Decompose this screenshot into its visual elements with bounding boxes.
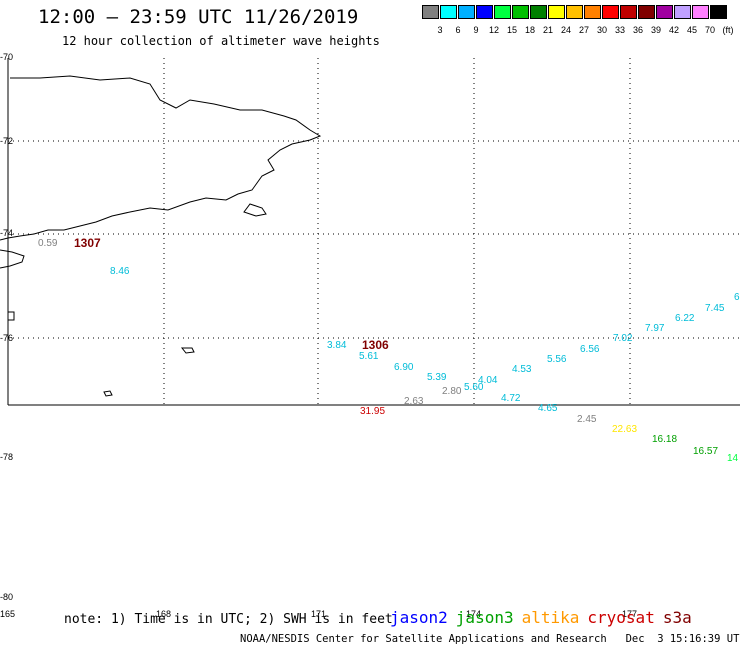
- wave-height-value: 7.97: [645, 323, 665, 334]
- credit-line: NOAA/NESDIS Center for Satellite Applica…: [240, 633, 740, 645]
- wave-height-value: 2.63: [404, 396, 424, 407]
- satellite-altika: altika: [521, 608, 580, 627]
- footer-note: note: 1) Time is in UTC; 2) SWH is in fe…: [64, 612, 393, 627]
- wave-height-value: 4.53: [512, 364, 532, 375]
- wave-height-value: 14: [727, 453, 739, 464]
- scale-swatch: [656, 5, 673, 19]
- wave-height-value: 5.61: [359, 351, 379, 362]
- scale-swatch: [602, 5, 619, 19]
- scale-label: 30: [596, 25, 607, 35]
- scale-label: 18: [524, 25, 535, 35]
- pass-label-1307: 1307: [74, 236, 101, 250]
- scale-swatch: [566, 5, 583, 19]
- wave-height-value: 31.95: [360, 406, 385, 417]
- scale-swatch: [638, 5, 655, 19]
- wave-height-value: 7.45: [705, 303, 725, 314]
- lat-label: -80: [0, 592, 14, 602]
- coastline-mainland: [0, 75, 322, 241]
- satellite-legend: jason2 jason3 altika cryosat s3a: [390, 608, 700, 627]
- scale-label: 42: [668, 25, 679, 35]
- wave-height-value: 6.22: [675, 313, 695, 324]
- wave-height-value: 5.56: [547, 354, 567, 365]
- wave-height-value: 16.57: [693, 446, 718, 457]
- scale-label: 70: [704, 25, 715, 35]
- scale-swatch: [512, 5, 529, 19]
- wave-height-value: 4.65: [538, 403, 558, 414]
- pass-label-1306: 1306: [362, 338, 389, 352]
- lon-label: 168: [156, 609, 172, 619]
- lat-label: -70: [0, 52, 14, 62]
- wave-height-value: 6: [734, 292, 740, 303]
- scale-swatch: [422, 5, 439, 19]
- scale-swatch: [476, 5, 493, 19]
- scale-swatch: [710, 5, 727, 19]
- wave-height-value: 3.84: [327, 340, 347, 351]
- wave-height-value: 6.56: [580, 344, 600, 355]
- lat-label: -76: [0, 333, 14, 343]
- island-small-3: [8, 311, 15, 321]
- scale-swatch: [674, 5, 691, 19]
- lat-label: -78: [0, 452, 14, 462]
- wave-height-value: 0.59: [38, 238, 58, 249]
- wave-height-value: 4.72: [501, 393, 521, 404]
- scale-swatch: [692, 5, 709, 19]
- lon-label: 171: [311, 609, 327, 619]
- wave-height-value: 2.45: [577, 414, 597, 425]
- scale-unit: (ft): [722, 25, 734, 35]
- lon-label: 165: [0, 609, 16, 619]
- wave-height-value: 22.63: [612, 424, 637, 435]
- lon-label: 174: [466, 609, 482, 619]
- satellite-jason2: jason2: [390, 608, 448, 627]
- map-subtitle: 12 hour collection of altimeter wave hei…: [62, 34, 380, 48]
- satellite-cryosat: cryosat: [587, 608, 655, 627]
- lat-label: -74: [0, 228, 14, 238]
- scale-label: 45: [686, 25, 697, 35]
- scale-swatch: [440, 5, 457, 19]
- lon-label: 177: [622, 609, 638, 619]
- island-small-1: [180, 347, 195, 354]
- scale-label: 9: [473, 25, 479, 35]
- scale-label: 15: [506, 25, 517, 35]
- wave-height-value: 5.60: [464, 382, 484, 393]
- graticule: [8, 58, 740, 405]
- wave-height-value: 6.90: [394, 362, 414, 373]
- scale-swatch: [548, 5, 565, 19]
- coastline-inlet: [243, 203, 267, 217]
- scale-swatch: [530, 5, 547, 19]
- wave-height-value: 2.80: [442, 386, 462, 397]
- coastline-west: [0, 249, 25, 269]
- scale-label: 6: [455, 25, 461, 35]
- scale-swatch: [494, 5, 511, 19]
- scale-swatch: [620, 5, 637, 19]
- wave-height-value: 4.04: [478, 375, 498, 386]
- scale-label: 33: [614, 25, 625, 35]
- wave-height-value: 5.39: [427, 372, 447, 383]
- scale-swatch: [584, 5, 601, 19]
- lat-label: -72: [0, 136, 14, 146]
- island-small-2: [103, 390, 113, 397]
- scale-swatch: [458, 5, 475, 19]
- satellite-s3a: s3a: [662, 608, 692, 627]
- scale-label: 21: [542, 25, 553, 35]
- wave-height-value: 16.18: [652, 434, 677, 445]
- map-title: 12:00 — 23:59 UTC 11/26/2019: [38, 6, 359, 28]
- scale-label: 27: [578, 25, 589, 35]
- scale-label: 12: [488, 25, 499, 35]
- scale-label: 3: [437, 25, 443, 35]
- scale-label: 39: [650, 25, 661, 35]
- satellite-jason3: jason3: [455, 608, 514, 627]
- scale-label: 24: [560, 25, 571, 35]
- observation-labels: 0.59 8.46 3.84 5.61 6.90 5.39 2.80 5.604.04 2.63…: [38, 238, 740, 464]
- wave-height-value: 8.46: [110, 266, 130, 277]
- scale-label: 36: [632, 25, 643, 35]
- wave-height-value: 7.02: [613, 333, 633, 344]
